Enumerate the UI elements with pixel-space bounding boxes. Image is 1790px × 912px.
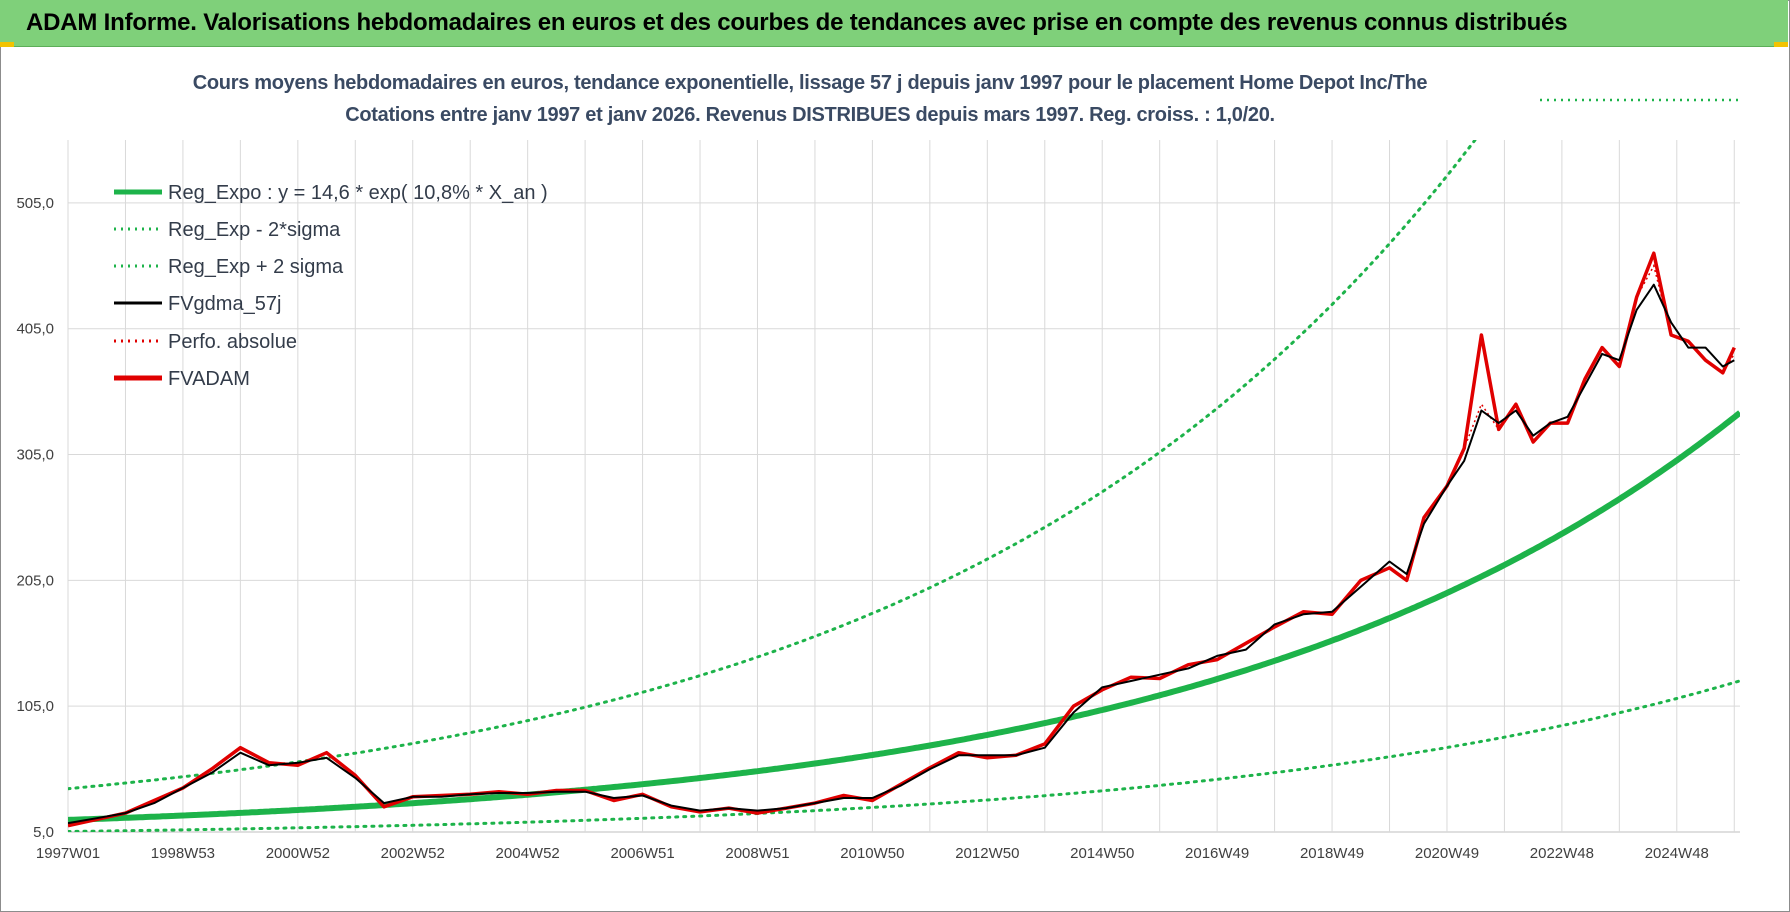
x-tick-label: 2012W50 [955,845,1019,862]
x-tick-label: 2006W51 [610,845,674,862]
y-tick-label: 505,0 [16,195,54,212]
chart-title: Cours moyens hebdomadaires en euros, ten… [192,72,1428,94]
y-tick-label: 205,0 [16,572,54,589]
y-tick-label: 305,0 [16,447,54,464]
x-tick-label: 2018W49 [1300,845,1364,862]
series-fvadam [68,251,1736,828]
x-tick-label: 1997W01 [36,845,100,862]
corner-marker [1774,42,1788,47]
report-header: ADAM Informe. Valorisations hebdomadaire… [0,0,1788,47]
legend-label: Reg_Expo : y = 14,6 * exp( 10,8% * X_an … [168,182,548,204]
x-tick-label: 2002W52 [381,845,445,862]
report-title: ADAM Informe. Valorisations hebdomadaire… [26,9,1568,36]
series-reg-minus-2sigma [68,679,1740,832]
y-tick-label: 105,0 [16,698,54,715]
grid [67,140,1740,833]
x-tick-label: 2014W50 [1070,845,1134,862]
x-tick-label: 2024W48 [1645,845,1709,862]
legend-label: Reg_Exp - 2*sigma [168,219,341,241]
x-tick-label: 2000W52 [266,845,330,862]
series-reg-plus-2sigma [68,140,1477,791]
x-tick-label: 2020W49 [1415,845,1479,862]
series-fvgdma-57j [68,283,1735,825]
y-tick-label: 405,0 [16,321,54,338]
legend-label: Reg_Exp + 2 sigma [168,256,344,278]
x-tick-label: 2004W52 [496,845,560,862]
legend-label: FVgdma_57j [168,293,281,315]
y-tick-label: 5,0 [33,824,54,841]
x-tick-label: 2010W50 [840,845,904,862]
plot-area [68,140,1740,832]
x-tick-label: 2016W49 [1185,845,1249,862]
series-reg-expo [68,410,1740,823]
legend-label: FVADAM [168,368,250,390]
corner-marker [0,42,14,47]
legend: Reg_Expo : y = 14,6 * exp( 10,8% * X_an … [114,182,548,390]
x-tick-label: 1998W53 [151,845,215,862]
legend-label: Perfo. absolue [168,331,297,353]
x-tick-label: 2008W51 [725,845,789,862]
axes: 505,0 405,0 305,0 205,0 105,0 5,0 1997W01 1998W… [16,195,1708,862]
chart-subtitle: Cotations entre janv 1997 et janv 2026. … [345,104,1275,126]
x-tick-label: 2022W48 [1530,845,1594,862]
